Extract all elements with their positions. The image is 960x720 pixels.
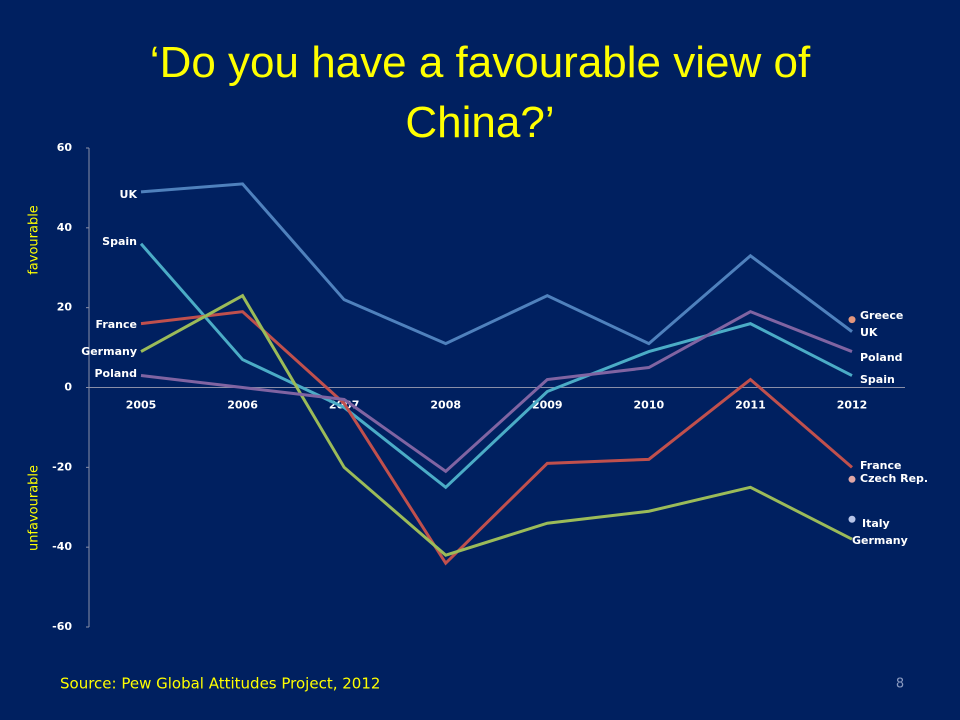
- point: [848, 475, 856, 483]
- source: Source: Pew Global Attitudes Project, 20…: [60, 675, 380, 693]
- series-label: Spain: [102, 235, 137, 248]
- series-label: Poland: [860, 351, 903, 364]
- x-tick-label: 2006: [227, 399, 258, 412]
- y-axis-label: unfavourable: [27, 465, 42, 551]
- y-tick-label: -20: [52, 460, 72, 473]
- point: [848, 515, 856, 523]
- series-line: [139, 242, 853, 490]
- series-label: France: [96, 318, 137, 331]
- series-label: France: [860, 459, 901, 472]
- series-line: [140, 182, 853, 346]
- y-tick-label: 20: [57, 301, 73, 314]
- y-tick-label: 0: [64, 381, 72, 394]
- y-tick-label: 60: [57, 141, 73, 154]
- series-label: Spain: [860, 373, 895, 386]
- x-tick-label: 2011: [735, 399, 766, 412]
- series-label: Italy: [862, 517, 890, 530]
- x-tick-label: 2012: [837, 399, 868, 412]
- series-label: Germany: [852, 534, 908, 547]
- series-label: Greece: [860, 309, 903, 322]
- y-tick-label: 40: [57, 221, 73, 234]
- x-tick-label: 2008: [430, 399, 461, 412]
- series-label: UK: [120, 188, 138, 201]
- series-label: Czech Rep.: [860, 472, 928, 485]
- series-label: Poland: [94, 367, 137, 380]
- x-tick-label: 2009: [532, 399, 563, 412]
- x-tick-label: 2010: [634, 399, 665, 412]
- series-label: UK: [860, 326, 878, 339]
- series-line: [140, 310, 853, 474]
- series-label: Germany: [81, 345, 137, 358]
- page-number: 8: [896, 677, 904, 692]
- x-tick-label: 2005: [126, 399, 157, 412]
- y-tick-label: -40: [52, 540, 72, 553]
- y-axis-label: favourable: [27, 205, 42, 275]
- point: [848, 316, 856, 324]
- series-line: [140, 293, 853, 557]
- y-tick-label: -60: [52, 620, 72, 633]
- chart-title: ‘Do you have a favourable view of China?’: [150, 38, 811, 147]
